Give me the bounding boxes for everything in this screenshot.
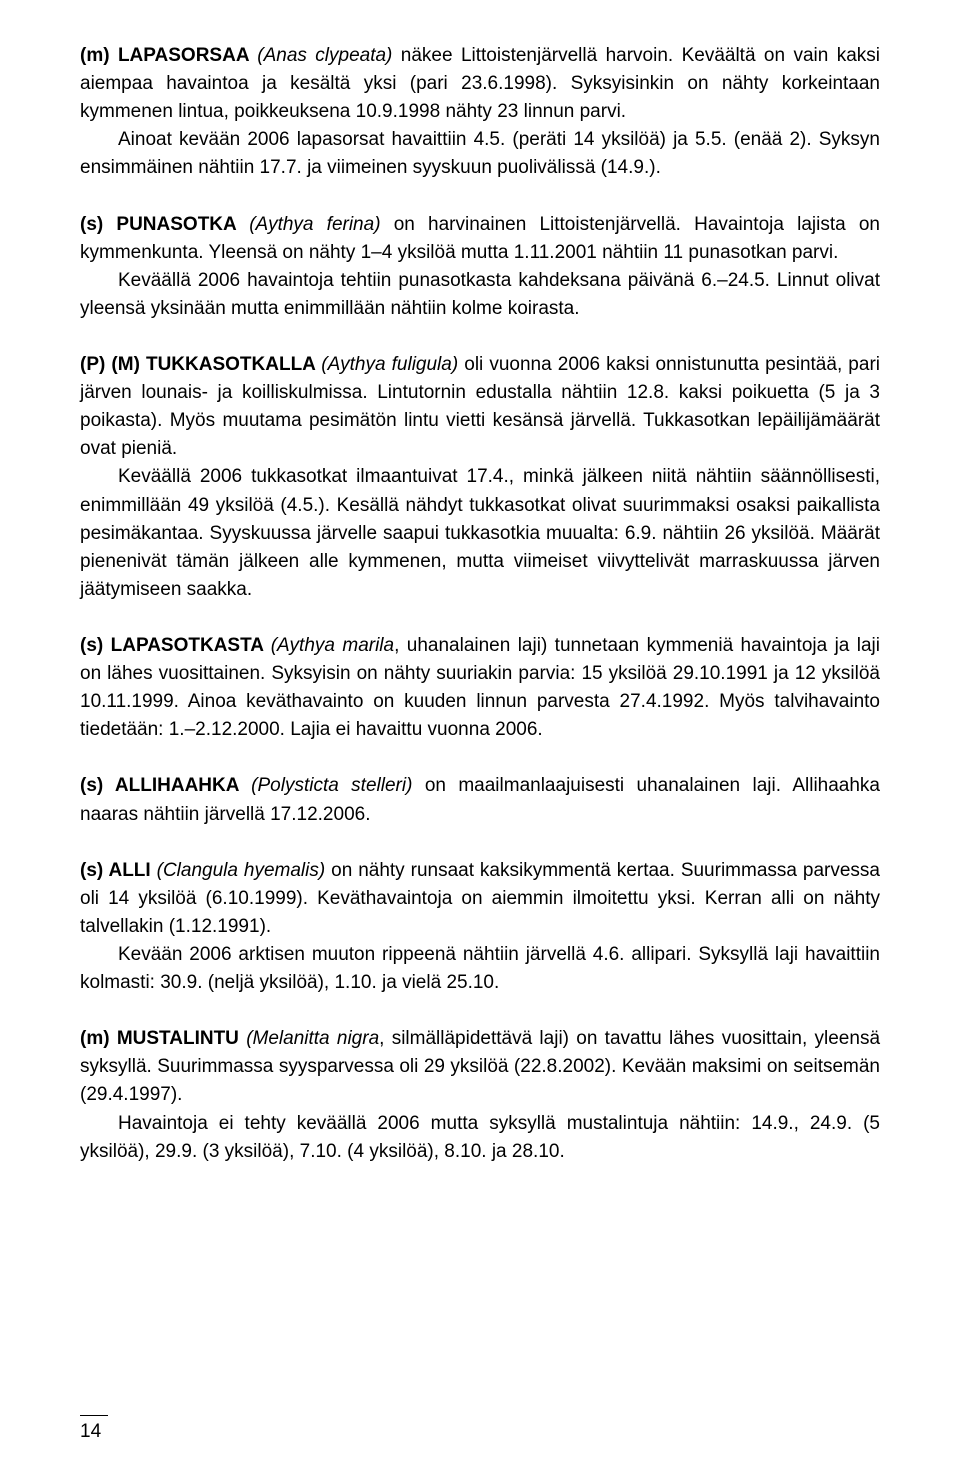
entry-tukkasotkalla: (P) (M) TUKKASOTKALLA (Aythya fuligula) … <box>80 351 880 604</box>
entry-body-para: Ainoat kevään 2006 lapasorsat havaittiin… <box>80 126 880 182</box>
entry-body-para: Kevään 2006 arktisen muuton rippeenä näh… <box>80 941 880 997</box>
entry-head-para: (P) (M) TUKKASOTKALLA (Aythya fuligula) … <box>80 351 880 463</box>
entry-alli: (s) ALLI (Clangula hyemalis) on nähty ru… <box>80 857 880 998</box>
entry-body-para: Keväällä 2006 tukkasotkat ilmaantuivat 1… <box>80 463 880 604</box>
document-page: (m) LAPASORSAA (Anas clypeata) näkee Lit… <box>0 0 960 1482</box>
entry-lapasorsaa: (m) LAPASORSAA (Anas clypeata) näkee Lit… <box>80 42 880 183</box>
page-number: 14 <box>80 1421 101 1442</box>
entry-prefix: (s) <box>80 860 108 881</box>
entry-head-para: (m) LAPASORSAA (Anas clypeata) näkee Lit… <box>80 42 880 126</box>
entry-head-para: (s) PUNASOTKA (Aythya ferina) on harvina… <box>80 211 880 267</box>
entry-latin: (Anas clypeata) <box>257 45 392 66</box>
entry-head-para: (m) MUSTALINTU (Melanitta nigra, silmäll… <box>80 1025 880 1109</box>
entry-latin: (Melanitta nigra <box>246 1028 379 1049</box>
entry-name: LAPASOTKASTA <box>111 635 271 656</box>
page-number-area: 14 <box>80 1415 108 1446</box>
entry-body-para: Keväällä 2006 havaintoja tehtiin punasot… <box>80 267 880 323</box>
entry-latin: (Aythya ferina) <box>249 214 380 235</box>
entry-head-para: (s) ALLIHAAHKA (Polysticta stelleri) on … <box>80 772 880 828</box>
entry-name: ALLIHAAHKA <box>115 775 251 796</box>
entry-prefix: (s) <box>80 214 116 235</box>
entry-name: LAPASORSAA <box>118 45 257 66</box>
entry-latin: (Polysticta stelleri) <box>251 775 412 796</box>
entry-name: MUSTALINTU <box>117 1028 246 1049</box>
entry-name: ALLI <box>108 860 156 881</box>
entry-latin: (Clangula hyemalis) <box>157 860 326 881</box>
entry-latin: (Aythya marila <box>271 635 394 656</box>
entry-prefix: (s) <box>80 775 115 796</box>
entry-head-para: (s) ALLI (Clangula hyemalis) on nähty ru… <box>80 857 880 941</box>
entry-prefix: (P) (M) <box>80 354 146 375</box>
entry-punasotka: (s) PUNASOTKA (Aythya ferina) on harvina… <box>80 211 880 323</box>
entry-prefix: (m) <box>80 1028 117 1049</box>
page-number-rule <box>80 1415 108 1416</box>
entry-prefix: (m) <box>80 45 118 66</box>
entry-allihaahka: (s) ALLIHAAHKA (Polysticta stelleri) on … <box>80 772 880 828</box>
entry-mustalintu: (m) MUSTALINTU (Melanitta nigra, silmäll… <box>80 1025 880 1166</box>
entry-prefix: (s) <box>80 635 111 656</box>
entry-name: TUKKASOTKALLA <box>146 354 321 375</box>
entry-body-para: Havaintoja ei tehty keväällä 2006 mutta … <box>80 1110 880 1166</box>
entry-latin: (Aythya fuligula) <box>321 354 458 375</box>
entry-lapasotkasta: (s) LAPASOTKASTA (Aythya marila, uhanala… <box>80 632 880 744</box>
entry-head-para: (s) LAPASOTKASTA (Aythya marila, uhanala… <box>80 632 880 744</box>
entry-name: PUNASOTKA <box>116 214 249 235</box>
